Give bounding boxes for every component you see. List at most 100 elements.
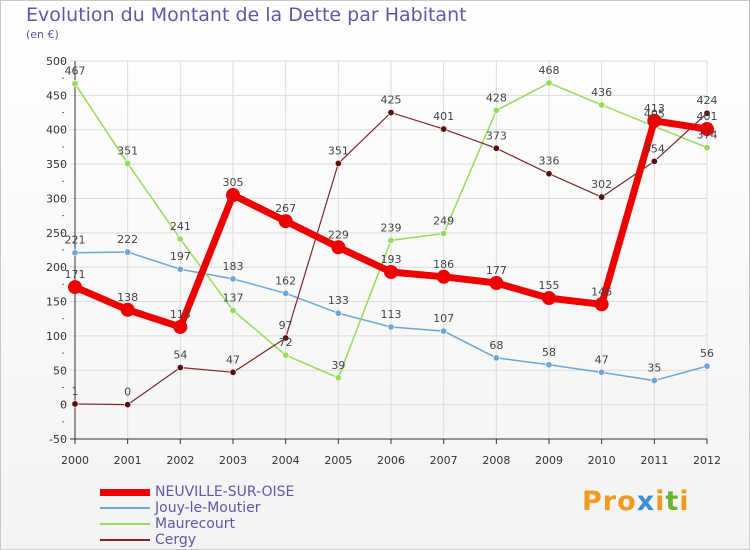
logo-letter: i [679,486,690,517]
data-point [703,362,711,370]
data-label: 113 [170,308,191,321]
data-point [226,188,240,203]
data-label: 413 [644,102,665,115]
y-tick-label: 500 [46,55,67,68]
data-point [440,125,448,133]
data-label: 221 [65,234,86,247]
legend-label: NEUVILLE-SUR-OISE [155,484,295,500]
data-point [545,170,553,178]
data-label: 305 [223,176,244,189]
legend-swatch [100,507,150,509]
proxiti-logo: Proxiti [582,486,690,517]
data-label: 72 [279,336,293,349]
y-tick-label: 50 [53,364,67,377]
data-point [703,144,711,152]
y-tick-label: 450 [46,89,67,102]
legend-swatch [100,539,150,541]
data-label: 302 [591,178,612,191]
data-point [545,79,553,87]
data-label: 35 [647,362,661,375]
chart-unit-label: (en €) [26,28,59,41]
data-label: 162 [275,274,296,287]
data-label: 68 [489,339,503,352]
data-point [492,144,500,152]
x-tick-label: 2006 [377,454,405,467]
data-label: 171 [65,268,86,281]
data-label: 241 [170,220,191,233]
data-label: 97 [279,319,293,332]
data-label: 47 [595,353,609,366]
data-label: 39 [331,359,345,372]
data-label: 58 [542,346,556,359]
legend-label: Cergy [155,532,197,548]
data-label: 186 [433,258,454,271]
data-label: 267 [275,202,296,215]
data-point [124,401,132,409]
logo-letter: i [655,486,666,517]
x-tick-label: 2008 [482,454,510,467]
data-point [124,159,132,167]
data-label: 374 [697,129,718,142]
data-label: 56 [700,347,714,360]
y-tick-label: 200 [46,261,67,274]
data-point [650,157,658,165]
data-point [282,351,290,359]
data-label: 137 [223,291,244,304]
y-tick-label: 150 [46,296,67,309]
logo-letter: r [602,486,618,517]
data-label: 424 [697,94,718,107]
data-point [173,319,188,334]
x-tick-label: 2007 [430,454,458,467]
data-label: 336 [539,155,560,168]
data-point [120,302,135,317]
data-label: 107 [433,312,454,325]
data-point [650,377,658,385]
data-label: 133 [328,294,349,307]
data-point [440,230,448,238]
data-label: 351 [117,144,138,157]
data-point [229,306,237,314]
data-point [334,159,342,167]
data-point [703,109,711,117]
data-label: 229 [328,228,349,241]
data-point [176,265,184,273]
data-point [598,368,606,376]
data-label: 54 [173,349,187,362]
data-point [542,291,556,306]
x-tick-label: 2002 [166,454,194,467]
data-label: 401 [697,110,718,123]
data-point [598,101,606,109]
data-point [71,80,79,88]
data-label: 373 [486,129,507,142]
data-label: 183 [223,260,244,273]
legend-swatch [100,488,150,496]
y-tick-label: 300 [46,192,67,205]
data-point [545,361,553,369]
data-point [598,193,606,201]
y-tick-label: 400 [46,124,67,137]
y-tick-label: 350 [46,158,67,171]
logo-letter: o [617,486,637,517]
data-point [387,323,395,331]
data-point [492,354,500,362]
logo-letter: x [636,486,656,517]
data-label: 155 [539,279,560,292]
legend-label: Maurecourt [155,516,235,532]
data-label: 1 [72,385,79,398]
data-point [489,275,504,290]
data-label: 351 [328,144,349,157]
data-label: 113 [381,308,402,321]
data-label: 405 [644,107,665,120]
data-point [384,264,398,279]
data-point [436,269,451,284]
y-tick-label: 100 [46,330,67,343]
y-tick-label: 250 [46,227,67,240]
data-label: 47 [226,353,240,366]
x-tick-label: 2012 [693,454,721,467]
data-label: 436 [591,86,612,99]
data-point [176,364,184,372]
data-label: 428 [486,91,507,104]
data-label: 354 [644,142,665,155]
